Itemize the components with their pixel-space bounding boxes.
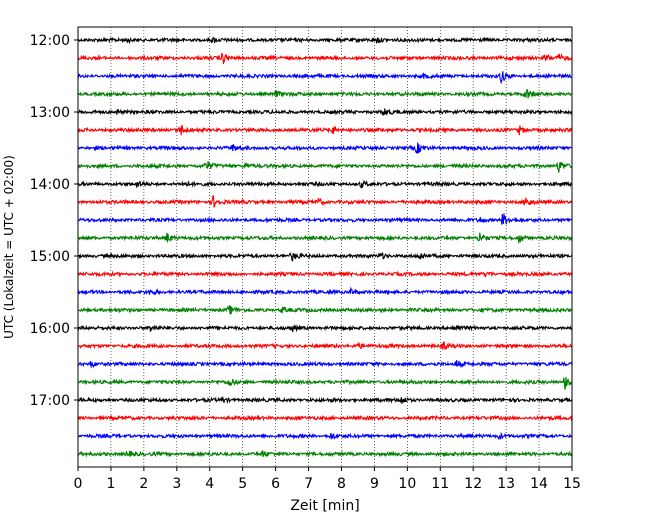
trace-1415	[77, 195, 573, 209]
x-tick-label: 4	[205, 476, 214, 492]
trace-1445	[77, 232, 573, 245]
trace-1315	[77, 124, 573, 136]
x-tick-label: 5	[238, 476, 247, 492]
trace-1300	[77, 108, 573, 116]
x-tick-label: 7	[304, 476, 313, 492]
y-tick-label: 17:00	[30, 393, 70, 409]
y-tick-label: 14:00	[30, 177, 70, 193]
x-tick-label: 3	[172, 476, 181, 492]
trace-1715	[77, 414, 573, 422]
x-tick-label: 8	[337, 476, 346, 492]
trace-1745	[77, 449, 573, 458]
trace-1230	[77, 71, 573, 85]
x-axis-ticks: 0 1 2 3 4 5 6 7 8 9 10 11 12 13 14 15	[74, 467, 581, 492]
trace-1645	[77, 376, 573, 390]
trace-1500	[77, 252, 573, 262]
y-axis-label: UTC (Lokalzeit = UTC + 02:00)	[2, 155, 16, 339]
trace-1730	[77, 431, 573, 441]
x-tick-label: 0	[74, 476, 83, 492]
y-axis-ticks: 12:00 13:00 14:00 15:00 16:00 17:00	[30, 33, 78, 409]
trace-1515	[77, 270, 573, 278]
trace-1700	[77, 395, 573, 405]
trace-1545	[77, 305, 573, 315]
trace-1215	[77, 52, 573, 65]
x-tick-label: 2	[139, 476, 148, 492]
traces	[77, 36, 573, 458]
y-tick-label: 12:00	[30, 33, 70, 49]
x-tick-label: 11	[431, 476, 449, 492]
trace-1630	[77, 359, 573, 369]
y-tick-label: 13:00	[30, 105, 70, 121]
y-tick-label: 15:00	[30, 249, 70, 265]
trace-1330	[77, 142, 573, 154]
trace-1200	[77, 36, 573, 45]
grid-lines	[110, 27, 540, 467]
trace-1400	[77, 179, 573, 189]
x-tick-label: 14	[530, 476, 548, 492]
x-tick-label: 1	[106, 476, 115, 492]
x-tick-label: 15	[563, 476, 581, 492]
trace-1245	[77, 89, 573, 99]
trace-1345	[77, 161, 573, 173]
x-tick-label: 10	[398, 476, 416, 492]
trace-1530	[77, 286, 573, 296]
x-tick-label: 6	[271, 476, 280, 492]
x-tick-label: 9	[370, 476, 379, 492]
trace-1430	[77, 213, 573, 225]
x-tick-label: 12	[464, 476, 482, 492]
x-axis-label: Zeit [min]	[290, 498, 359, 514]
plot-frame	[77, 26, 573, 468]
trace-1615	[77, 341, 573, 350]
trace-1600	[77, 324, 573, 333]
y-tick-label: 16:00	[30, 321, 70, 337]
x-tick-label: 13	[497, 476, 515, 492]
